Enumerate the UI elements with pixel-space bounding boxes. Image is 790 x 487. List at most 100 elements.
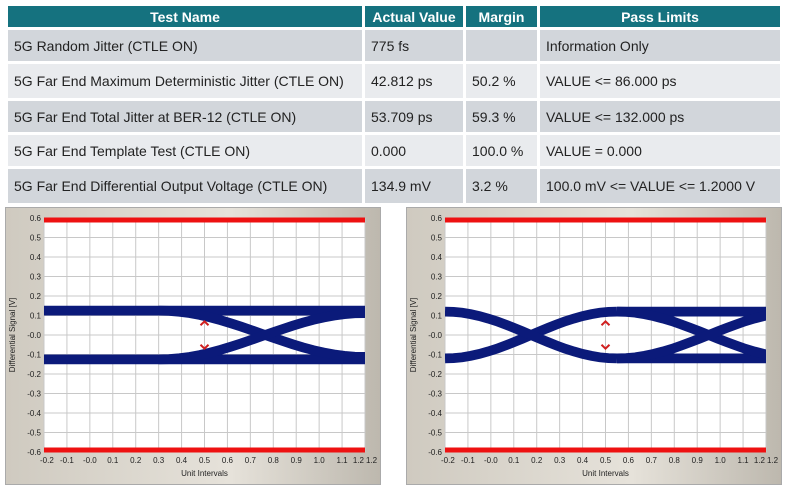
y-tick-label: -0.5 (428, 429, 442, 438)
y-tick-label: 0.5 (431, 234, 443, 243)
x-tick-label: 0.6 (623, 456, 635, 465)
margin: 59.3 % (466, 101, 537, 132)
header-pass-limits: Pass Limits (540, 6, 780, 27)
x-tick-label: 0.7 (245, 456, 257, 465)
x-tick-label: -0.1 (60, 456, 74, 465)
x-tick-label: 1.0 (715, 456, 727, 465)
x-tick-label: 1.2 (366, 456, 378, 465)
y-tick-label: 0.2 (30, 292, 42, 301)
x-tick-label: 0.2 (531, 456, 543, 465)
x-tick-label: 1.2 (767, 456, 779, 465)
x-tick-label: 0.4 (577, 456, 589, 465)
x-tick-label: 0.6 (222, 456, 234, 465)
eye-trace (445, 306, 618, 364)
table-header: Test Name Actual Value Margin Pass Limit… (8, 6, 780, 27)
eye-diagram-right: 0.6 0.5 0.4 0.3 0.2 0.1 -0.0 -0.1 -0.2 -0.3 -0.4 -0… (406, 207, 782, 485)
x-tick-label: 0.5 (199, 456, 211, 465)
header-margin: Margin (466, 6, 537, 27)
y-tick-label: 0.4 (431, 253, 443, 262)
y-tick-label: -0.2 (27, 370, 41, 379)
y-tick-label: -0.3 (27, 390, 41, 399)
x-tick-label: -0.2 (40, 456, 54, 465)
eye-height-marker-down-icon (199, 344, 210, 351)
actual-value: 0.000 (365, 135, 463, 166)
y-tick-label: 0.4 (30, 253, 42, 262)
eye-diagram-left: 0.6 0.5 0.4 0.3 0.2 0.1 -0.0 -0.1 -0.2 -0.3 -0.4 -0… (5, 207, 381, 485)
margin: 3.2 % (466, 169, 537, 203)
y-tick-label: 0.2 (431, 292, 443, 301)
test-name: 5G Far End Maximum Deterministic Jitter … (8, 64, 362, 98)
test-name: 5G Far End Template Test (CTLE ON) (8, 135, 362, 166)
eye-height-marker-down-icon (600, 344, 611, 351)
y-axis-label: Differential Signal [V] (409, 298, 418, 373)
actual-value: 775 fs (365, 30, 463, 61)
x-tick-label: 0.3 (153, 456, 165, 465)
y-tick-label: -0.4 (428, 409, 442, 418)
table-row: 5G Random Jitter (CTLE ON) 775 fs Informat… (8, 30, 780, 61)
table-row: 5G Far End Template Test (CTLE ON) 0.000 1… (8, 135, 780, 166)
x-tick-label: 0.8 (669, 456, 681, 465)
test-name: 5G Far End Total Jitter at BER-12 (CTLE … (8, 101, 362, 132)
x-tick-label: -0.2 (441, 456, 455, 465)
eye-height-marker-up-icon (199, 319, 210, 326)
x-tick-label: 0.5 (600, 456, 612, 465)
x-tick-label: -0.0 (83, 456, 97, 465)
x-tick-label: 0.4 (176, 456, 188, 465)
actual-value: 134.9 mV (365, 169, 463, 203)
x-tick-label: 0.8 (268, 456, 280, 465)
x-tick-label: 1.2 (353, 456, 365, 465)
x-axis-label: Unit Intervals (181, 469, 228, 478)
y-tick-label: -0.3 (428, 390, 442, 399)
y-tick-label: 0.3 (30, 273, 42, 282)
x-tick-label: 1.0 (314, 456, 326, 465)
header-test-name: Test Name (8, 6, 362, 27)
y-tick-label: -0.1 (27, 351, 41, 360)
margin: 50.2 % (466, 64, 537, 98)
pass-limits: VALUE <= 86.000 ps (540, 64, 780, 98)
results-table: Test Name Actual Value Margin Pass Limit… (5, 3, 783, 206)
table-row: 5G Far End Differential Output Voltage (… (8, 169, 780, 203)
y-tick-label: -0.2 (428, 370, 442, 379)
margin: 100.0 % (466, 135, 537, 166)
y-tick-label: 0.6 (431, 214, 443, 223)
y-tick-label: -0.0 (428, 331, 442, 340)
y-tick-label: -0.0 (27, 331, 41, 340)
y-tick-label: -0.1 (428, 351, 442, 360)
actual-value: 53.709 ps (365, 101, 463, 132)
eye-height-marker-up-icon (600, 319, 611, 326)
header-actual-value: Actual Value (365, 6, 463, 27)
x-tick-label: -0.1 (461, 456, 475, 465)
y-tick-label: -0.5 (27, 429, 41, 438)
x-tick-label: 1.1 (337, 456, 349, 465)
x-tick-label: -0.0 (484, 456, 498, 465)
test-name: 5G Far End Differential Output Voltage (… (8, 169, 362, 203)
y-tick-label: 0.3 (431, 273, 443, 282)
y-tick-label: 0.5 (30, 234, 42, 243)
y-tick-label: 0.1 (431, 312, 443, 321)
pass-limits: 100.0 mV <= VALUE <= 1.2000 V (540, 169, 780, 203)
x-tick-label: 0.9 (291, 456, 303, 465)
y-tick-label: -0.6 (428, 448, 442, 457)
test-name: 5G Random Jitter (CTLE ON) (8, 30, 362, 61)
x-tick-label: 1.2 (754, 456, 766, 465)
actual-value: 42.812 ps (365, 64, 463, 98)
x-tick-label: 1.1 (738, 456, 750, 465)
table-row: 5G Far End Maximum Deterministic Jitter … (8, 64, 780, 98)
x-tick-label: 0.1 (508, 456, 520, 465)
y-tick-label: -0.6 (27, 448, 41, 457)
x-tick-label: 0.7 (646, 456, 658, 465)
y-axis-label: Differential Signal [V] (8, 298, 17, 373)
y-tick-label: 0.1 (30, 312, 42, 321)
margin (466, 30, 537, 61)
x-tick-label: 0.2 (130, 456, 142, 465)
table-row: 5G Far End Total Jitter at BER-12 (CTLE … (8, 101, 780, 132)
x-axis-label: Unit Intervals (582, 469, 629, 478)
eye-trace (158, 308, 365, 365)
x-tick-label: 0.1 (107, 456, 119, 465)
x-tick-label: 0.3 (554, 456, 566, 465)
y-tick-label: 0.6 (30, 214, 42, 223)
pass-limits: Information Only (540, 30, 780, 61)
eye-trace (616, 310, 766, 364)
pass-limits: VALUE = 0.000 (540, 135, 780, 166)
pass-limits: VALUE <= 132.000 ps (540, 101, 780, 132)
